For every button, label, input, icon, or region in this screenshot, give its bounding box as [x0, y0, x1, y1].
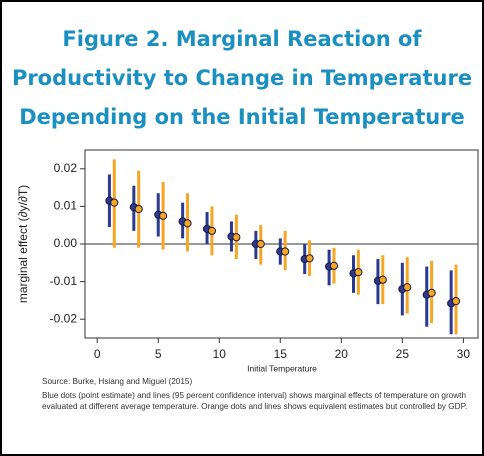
point: [281, 247, 290, 256]
x-tick-label: 5: [155, 347, 162, 361]
chart-title: Depending on the Initial Temperature: [19, 105, 465, 129]
y-tick-label: 0.02: [54, 161, 78, 175]
chart-title: Figure 2. Marginal Reaction of: [62, 27, 422, 51]
point: [427, 288, 436, 297]
point: [403, 283, 412, 292]
x-tick-label: 10: [213, 347, 227, 361]
point: [207, 226, 217, 235]
x-tick-label: 15: [274, 347, 288, 361]
source: Source: Burke, Hsiang and Miguel (2015): [42, 377, 193, 386]
y-tick-label: -0.02: [50, 311, 78, 325]
x-tick-label: 0: [94, 347, 101, 361]
point: [305, 254, 314, 263]
point: [134, 204, 143, 214]
point: [329, 261, 339, 270]
point: [451, 297, 461, 306]
point: [354, 268, 363, 277]
y-tick-label: 0.01: [54, 199, 78, 213]
y-tick-label: 0.00: [54, 236, 78, 250]
y-axis-label: marginal effect (∂y/∂T): [16, 185, 30, 303]
x-tick-label: 25: [396, 347, 410, 361]
point: [110, 198, 119, 207]
x-tick-label: 30: [457, 347, 471, 361]
point: [159, 211, 168, 220]
x-tick-label: 20: [335, 347, 349, 361]
point: [378, 275, 387, 284]
point: [232, 233, 241, 242]
point: [183, 219, 192, 228]
x-axis-label: Initial Temperature: [247, 363, 317, 373]
point: [256, 239, 265, 249]
note: Blue dots (point estimate) and lines (95…: [42, 391, 468, 411]
y-tick-label: -0.01: [50, 274, 78, 288]
chart-title: Productivity to Change in Temperature: [12, 66, 472, 90]
